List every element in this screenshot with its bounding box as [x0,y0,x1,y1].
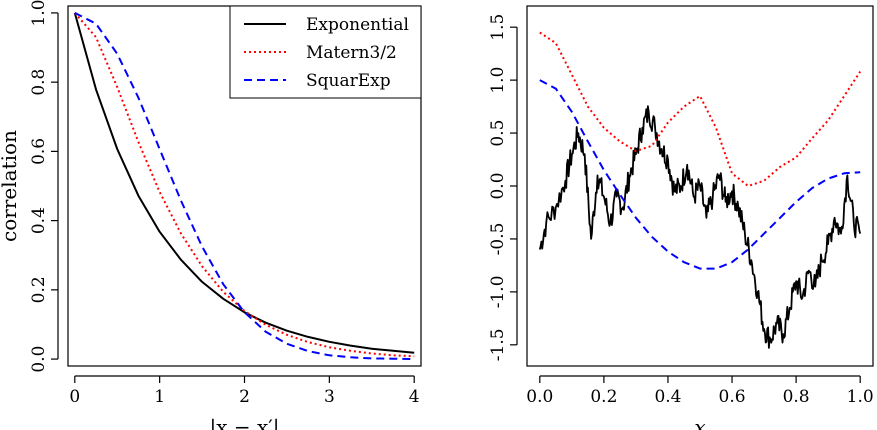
y-tick-label: -1.5 [488,328,508,361]
x-axis-label: |x − x′| [209,415,279,430]
y-tick-label: -0.5 [488,223,508,256]
left-panel: 0 1 2 3 4 0.0 0.2 0.4 0.6 0.8 1.0 |x − x′| correlati… [0,0,422,430]
legend-label: SquarExp [306,71,391,91]
y-tick-label: 0.0 [488,172,508,199]
y-axis: -1.5 -1.0 -0.5 0.0 0.5 1.0 1.5 [488,14,518,361]
x-axis: 0 1 2 3 4 [69,375,420,407]
y-tick-label: 0.2 [29,276,49,303]
legend-label: Matern3/2 [306,43,397,63]
y-tick-label: 1.5 [488,14,508,41]
series-group [73,12,415,360]
x-tick-label: 0 [69,387,80,407]
x-tick-label: 2 [239,387,250,407]
x-tick-label: 3 [324,387,335,407]
series-line-squarexp [74,12,415,360]
x-tick-label: 0.2 [590,387,617,407]
y-tick-label: 0.0 [29,346,49,373]
legend-box [229,5,422,99]
x-axis-label: x [694,415,705,430]
series-group [538,31,862,349]
x-tick-label: 4 [409,387,420,407]
y-tick-label: 0.6 [29,138,49,165]
y-tick-label: -1.0 [488,275,508,308]
y-tick-label: 0.4 [29,207,49,234]
series-line-exponential [73,12,415,354]
y-tick-label: 0.5 [488,120,508,147]
legend: Exponential Matern3/2 SquarExp [229,5,422,99]
y-tick-label: 1.0 [488,67,508,94]
x-axis: 0.0 0.2 0.4 0.6 0.8 1.0 [526,375,874,407]
x-tick-label: 1 [154,387,165,407]
y-tick-label: 0.8 [29,69,49,96]
y-tick-label: 1.0 [29,0,49,26]
series-line-curve-2 [539,79,861,270]
legend-label: Exponential [306,15,409,35]
x-tick-label: 0.8 [783,387,810,407]
series-line-curve-1 [539,31,862,187]
series-line-curve-0 [538,105,862,349]
x-tick-label: 0.4 [654,387,681,407]
right-panel: 0.0 0.2 0.4 0.6 0.8 1.0 -1.5 -1.0 -0.5 0.0 0.5 1.0 1… [488,5,874,430]
y-axis: 0.0 0.2 0.4 0.6 0.8 1.0 [29,0,59,373]
x-tick-label: 1.0 [847,387,874,407]
y-axis-label: correlation [0,130,21,242]
series-line-matern3-2 [74,12,415,358]
plot-frame [526,5,874,367]
x-tick-label: 0.6 [719,387,746,407]
x-tick-label: 0.0 [526,387,553,407]
